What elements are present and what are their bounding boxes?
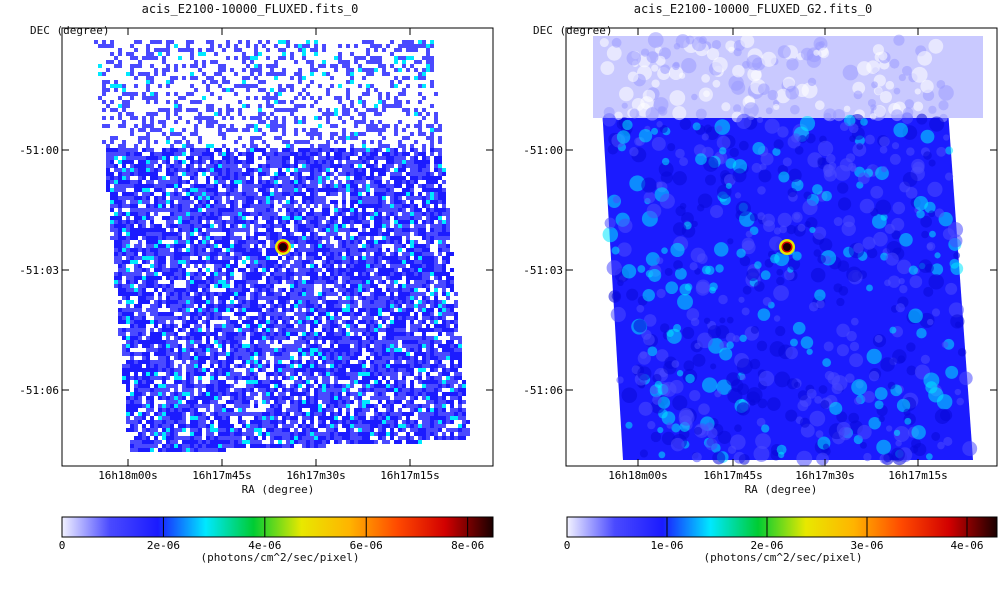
x-tick-label: 16h17m15s [380, 469, 440, 482]
y-axis-label: DEC (degree) [30, 24, 110, 37]
x-axis-label: RA (degree) [744, 483, 818, 496]
image-title: acis_E2100-10000_FLUXED_G2.fits_0 [633, 2, 873, 16]
x-tick-label: 16h17m45s [192, 469, 252, 482]
plot-frame [61, 27, 494, 467]
x-tick-label: 16h17m15s [888, 469, 948, 482]
left-image-panel: acis_E2100-10000_FLUXED.fits_0 DEC (degr… [19, 2, 494, 564]
colorbar-tick-label: 4e-06 [248, 539, 281, 552]
colorbar-tick-label: 6e-06 [350, 539, 383, 552]
image-plot: -51:00 -51:03 -51:06 16h18m00s 16h17m45s 16h1… [19, 27, 494, 552]
colorbar-tick-label: 8e-06 [451, 539, 484, 552]
colorbar-tick-label: 2e-06 [147, 539, 180, 552]
colorbar-tick-label: 4e-06 [950, 539, 983, 552]
colorbar-tick-label: 1e-06 [650, 539, 683, 552]
colorbar [566, 516, 998, 538]
y-axis-label: DEC (degree) [533, 24, 613, 37]
colorbar-unit-label: (photons/cm^2/sec/pixel) [703, 551, 863, 564]
image-title: acis_E2100-10000_FLUXED.fits_0 [141, 2, 359, 16]
x-tick-label: 16h17m30s [286, 469, 346, 482]
colorbar-tick-label: 3e-06 [850, 539, 883, 552]
x-tick-label: 16h17m30s [795, 469, 855, 482]
y-tick-label: -51:06 [19, 384, 59, 397]
sky-image [593, 32, 983, 466]
y-tick-label: -51:06 [523, 384, 563, 397]
x-axis-label: RA (degree) [241, 483, 315, 496]
sky-image [94, 40, 470, 452]
y-tick-label: -51:00 [19, 144, 59, 157]
y-tick-label: -51:00 [523, 144, 563, 157]
y-tick-label: -51:03 [523, 264, 563, 277]
colorbar-tick-label: 2e-06 [750, 539, 783, 552]
colorbar-tick-label: 0 [564, 539, 571, 552]
plot-frame [565, 27, 998, 467]
y-tick-label: -51:03 [19, 264, 59, 277]
image-plot: -51:00 -51:03 -51:06 16h18m00s 16h17m45s 16h1… [523, 27, 998, 552]
x-tick-label: 16h18m00s [98, 469, 158, 482]
colorbar-unit-label: (photons/cm^2/sec/pixel) [200, 551, 360, 564]
colorbar [61, 516, 494, 538]
x-tick-label: 16h17m45s [703, 469, 763, 482]
x-tick-label: 16h18m00s [608, 469, 668, 482]
right-image-panel: acis_E2100-10000_FLUXED_G2.fits_0 DEC (d… [503, 0, 1000, 589]
colorbar-tick-label: 0 [59, 539, 66, 552]
